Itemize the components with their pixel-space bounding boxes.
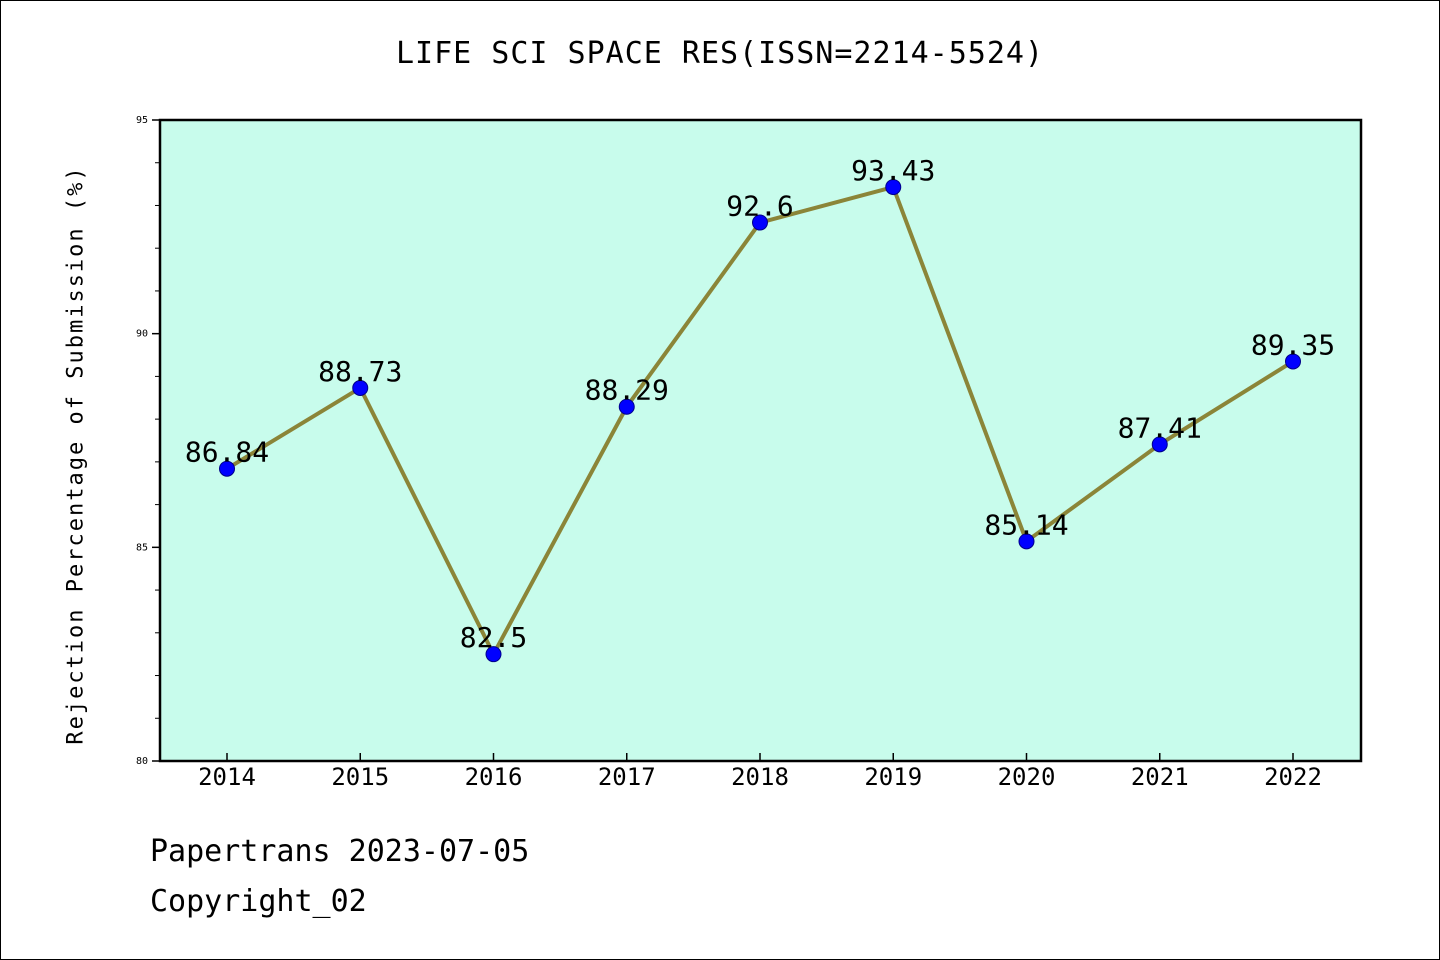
data-label: 88.29 — [585, 374, 669, 407]
x-tick-label: 2018 — [731, 763, 789, 791]
data-point — [885, 179, 902, 196]
data-point — [618, 398, 635, 415]
data-point — [485, 646, 502, 663]
x-tick-label: 2020 — [998, 763, 1056, 791]
y-tick-label: 80 — [136, 756, 148, 767]
x-tick-label: 2021 — [1131, 763, 1189, 791]
x-tick-label: 2015 — [331, 763, 389, 791]
y-tick-label: 90 — [136, 329, 148, 340]
data-label: 92.6 — [726, 190, 793, 223]
x-tick-label: 2017 — [598, 763, 656, 791]
chart-title: LIFE SCI SPACE RES(ISSN=2214-5524) — [395, 36, 1045, 71]
data-label: 86.84 — [185, 436, 269, 469]
x-tick-label: 2022 — [1264, 763, 1322, 791]
data-point — [352, 379, 369, 396]
data-point — [1018, 533, 1035, 550]
data-label: 89.35 — [1251, 328, 1335, 361]
data-point — [752, 214, 768, 231]
data-label: 93.43 — [851, 154, 935, 187]
x-tick-label: 2016 — [465, 763, 523, 791]
plot-border — [158, 118, 1363, 763]
x-tick-label: 2019 — [864, 763, 922, 791]
y-tick-label: 85 — [136, 542, 148, 553]
x-tick-label: 2014 — [198, 763, 256, 791]
footer-copyright: Copyright_02 — [150, 884, 367, 919]
data-label: 85.14 — [984, 508, 1068, 541]
data-label: 87.41 — [1118, 411, 1202, 444]
footer-source: Papertrans 2023-07-05 — [150, 834, 530, 869]
data-point — [219, 460, 235, 477]
data-label: 88.73 — [318, 355, 402, 388]
data-point — [1285, 353, 1301, 370]
data-label: 82.5 — [460, 621, 527, 654]
data-point — [1151, 436, 1168, 453]
y-tick-label: 95 — [136, 115, 148, 126]
